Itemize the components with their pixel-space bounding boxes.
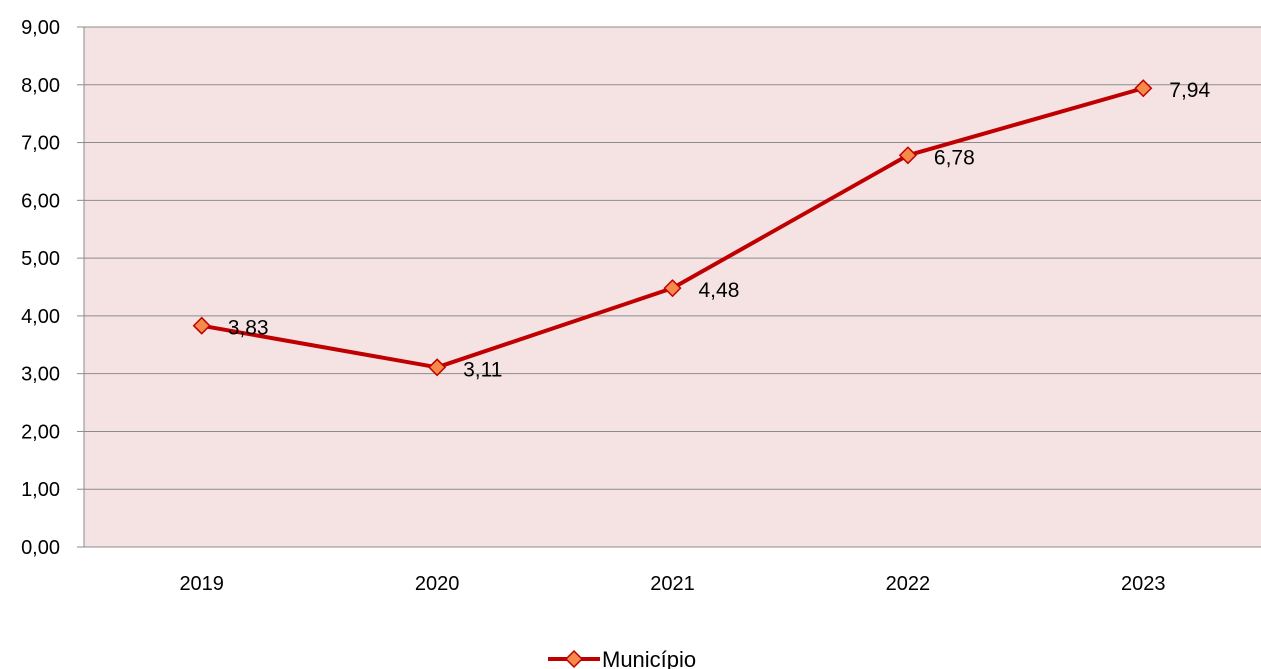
y-tick-label: 3,00 (21, 364, 60, 386)
x-tick-label: 2023 (1121, 573, 1166, 595)
data-label: 3,83 (228, 317, 269, 340)
data-point-marker (898, 146, 917, 165)
y-tick-label: 9,00 (21, 17, 60, 39)
y-tick-label: 7,00 (21, 133, 60, 155)
y-tick-label: 8,00 (21, 75, 60, 97)
y-axis: 0,00 1,00 2,00 3,00 4,00 5,00 6,00 7,00 8,00 9,00 (21, 17, 85, 559)
x-tick-label: 2020 (415, 573, 460, 595)
y-tick-label: 4,00 (21, 306, 60, 328)
x-tick-label: 2019 (179, 573, 224, 595)
data-label: 4,48 (699, 279, 740, 302)
data-label: 3,11 (463, 358, 502, 381)
data-point-marker (192, 316, 211, 335)
data-label: 7,94 (1169, 79, 1210, 102)
data-point-marker (663, 279, 682, 298)
legend-label: Município (602, 647, 696, 669)
x-axis: 2019 2020 2021 2022 2023 (84, 546, 1261, 595)
legend: Município (548, 647, 696, 669)
y-tick-label: 6,00 (21, 190, 60, 212)
series-layer: 3,83 3,11 4,48 6,78 7,94 (192, 79, 1210, 381)
data-label: 6,78 (934, 146, 975, 169)
y-tick-label: 0,00 (21, 537, 60, 559)
y-tick-label: 5,00 (21, 248, 60, 270)
data-point-marker (1134, 79, 1153, 98)
legend-marker-swatch (564, 649, 584, 669)
x-tick-label: 2022 (886, 573, 931, 595)
y-tick-label: 2,00 (21, 421, 60, 443)
y-tick-label: 1,00 (21, 479, 60, 501)
data-point-marker (428, 358, 447, 377)
x-tick-label: 2021 (650, 573, 695, 595)
